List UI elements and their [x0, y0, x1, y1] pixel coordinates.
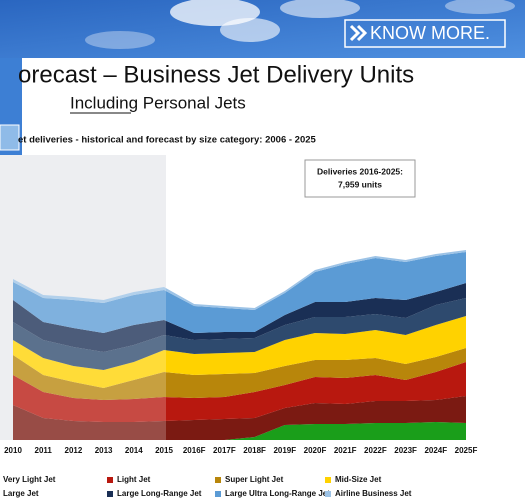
- annotation: Deliveries 2016-2025:: [317, 166, 403, 176]
- legend-swatch: [107, 491, 113, 497]
- legend-swatch: [325, 491, 331, 497]
- banner: KNOW MORE.: [0, 0, 525, 58]
- x-tick-label: 2017F: [213, 446, 236, 455]
- chart-title: orecast – Business Jet Delivery Units: [18, 61, 414, 88]
- x-tick-label: 2013: [95, 446, 113, 455]
- legend-label: Super Light Jet: [225, 475, 284, 484]
- know-more-label[interactable]: KNOW MORE.: [370, 23, 490, 43]
- x-tick-label: 2024F: [424, 446, 447, 455]
- page: {"banner_button": "KNOW MORE.", "chart_d…: [0, 0, 525, 503]
- legend-label: Mid-Size Jet: [335, 475, 382, 484]
- x-tick-label: 2022F: [364, 446, 387, 455]
- x-tick-label: 2018F: [243, 446, 266, 455]
- chart-heading: et deliveries - historical and forecast …: [18, 135, 317, 146]
- legend-label: Large Long-Range Jet: [117, 489, 202, 498]
- legend-label: Large Jet: [3, 489, 39, 498]
- legend-swatch: [325, 477, 331, 483]
- x-tick-label: 2010: [4, 446, 22, 455]
- annotation: 7,959 units: [338, 179, 382, 189]
- legend-swatch: [215, 477, 221, 483]
- x-tick-label: 2016F: [183, 446, 206, 455]
- legend-swatch: [107, 477, 113, 483]
- legend-label: Light Jet: [117, 475, 151, 484]
- annotation-box: Deliveries 2016-2025: 7,959 units: [305, 160, 415, 197]
- x-tick-label: 2020F: [304, 446, 327, 455]
- legend-label: Large Ultra Long-Range Jet: [225, 489, 330, 498]
- chart: KNOW MORE. orecast – Business Jet Delive…: [0, 0, 525, 503]
- chart-subtitle: Including Personal Jets: [70, 93, 246, 112]
- legend-label: Very Light Jet: [3, 475, 56, 484]
- x-tick-label: 2012: [65, 446, 83, 455]
- legend-label: Airline Business Jet: [335, 489, 412, 498]
- x-tick-label: 2023F: [394, 446, 417, 455]
- x-tick-label: 2025F: [455, 446, 478, 455]
- x-tick-label: 2019F: [273, 446, 296, 455]
- x-tick-label: 2015: [155, 446, 173, 455]
- legend-swatch: [215, 491, 221, 497]
- historical-overlay: [0, 155, 166, 440]
- x-tick-label: 2011: [35, 446, 53, 455]
- x-tick-label: 2014: [125, 446, 143, 455]
- x-tick-label: 2021F: [334, 446, 357, 455]
